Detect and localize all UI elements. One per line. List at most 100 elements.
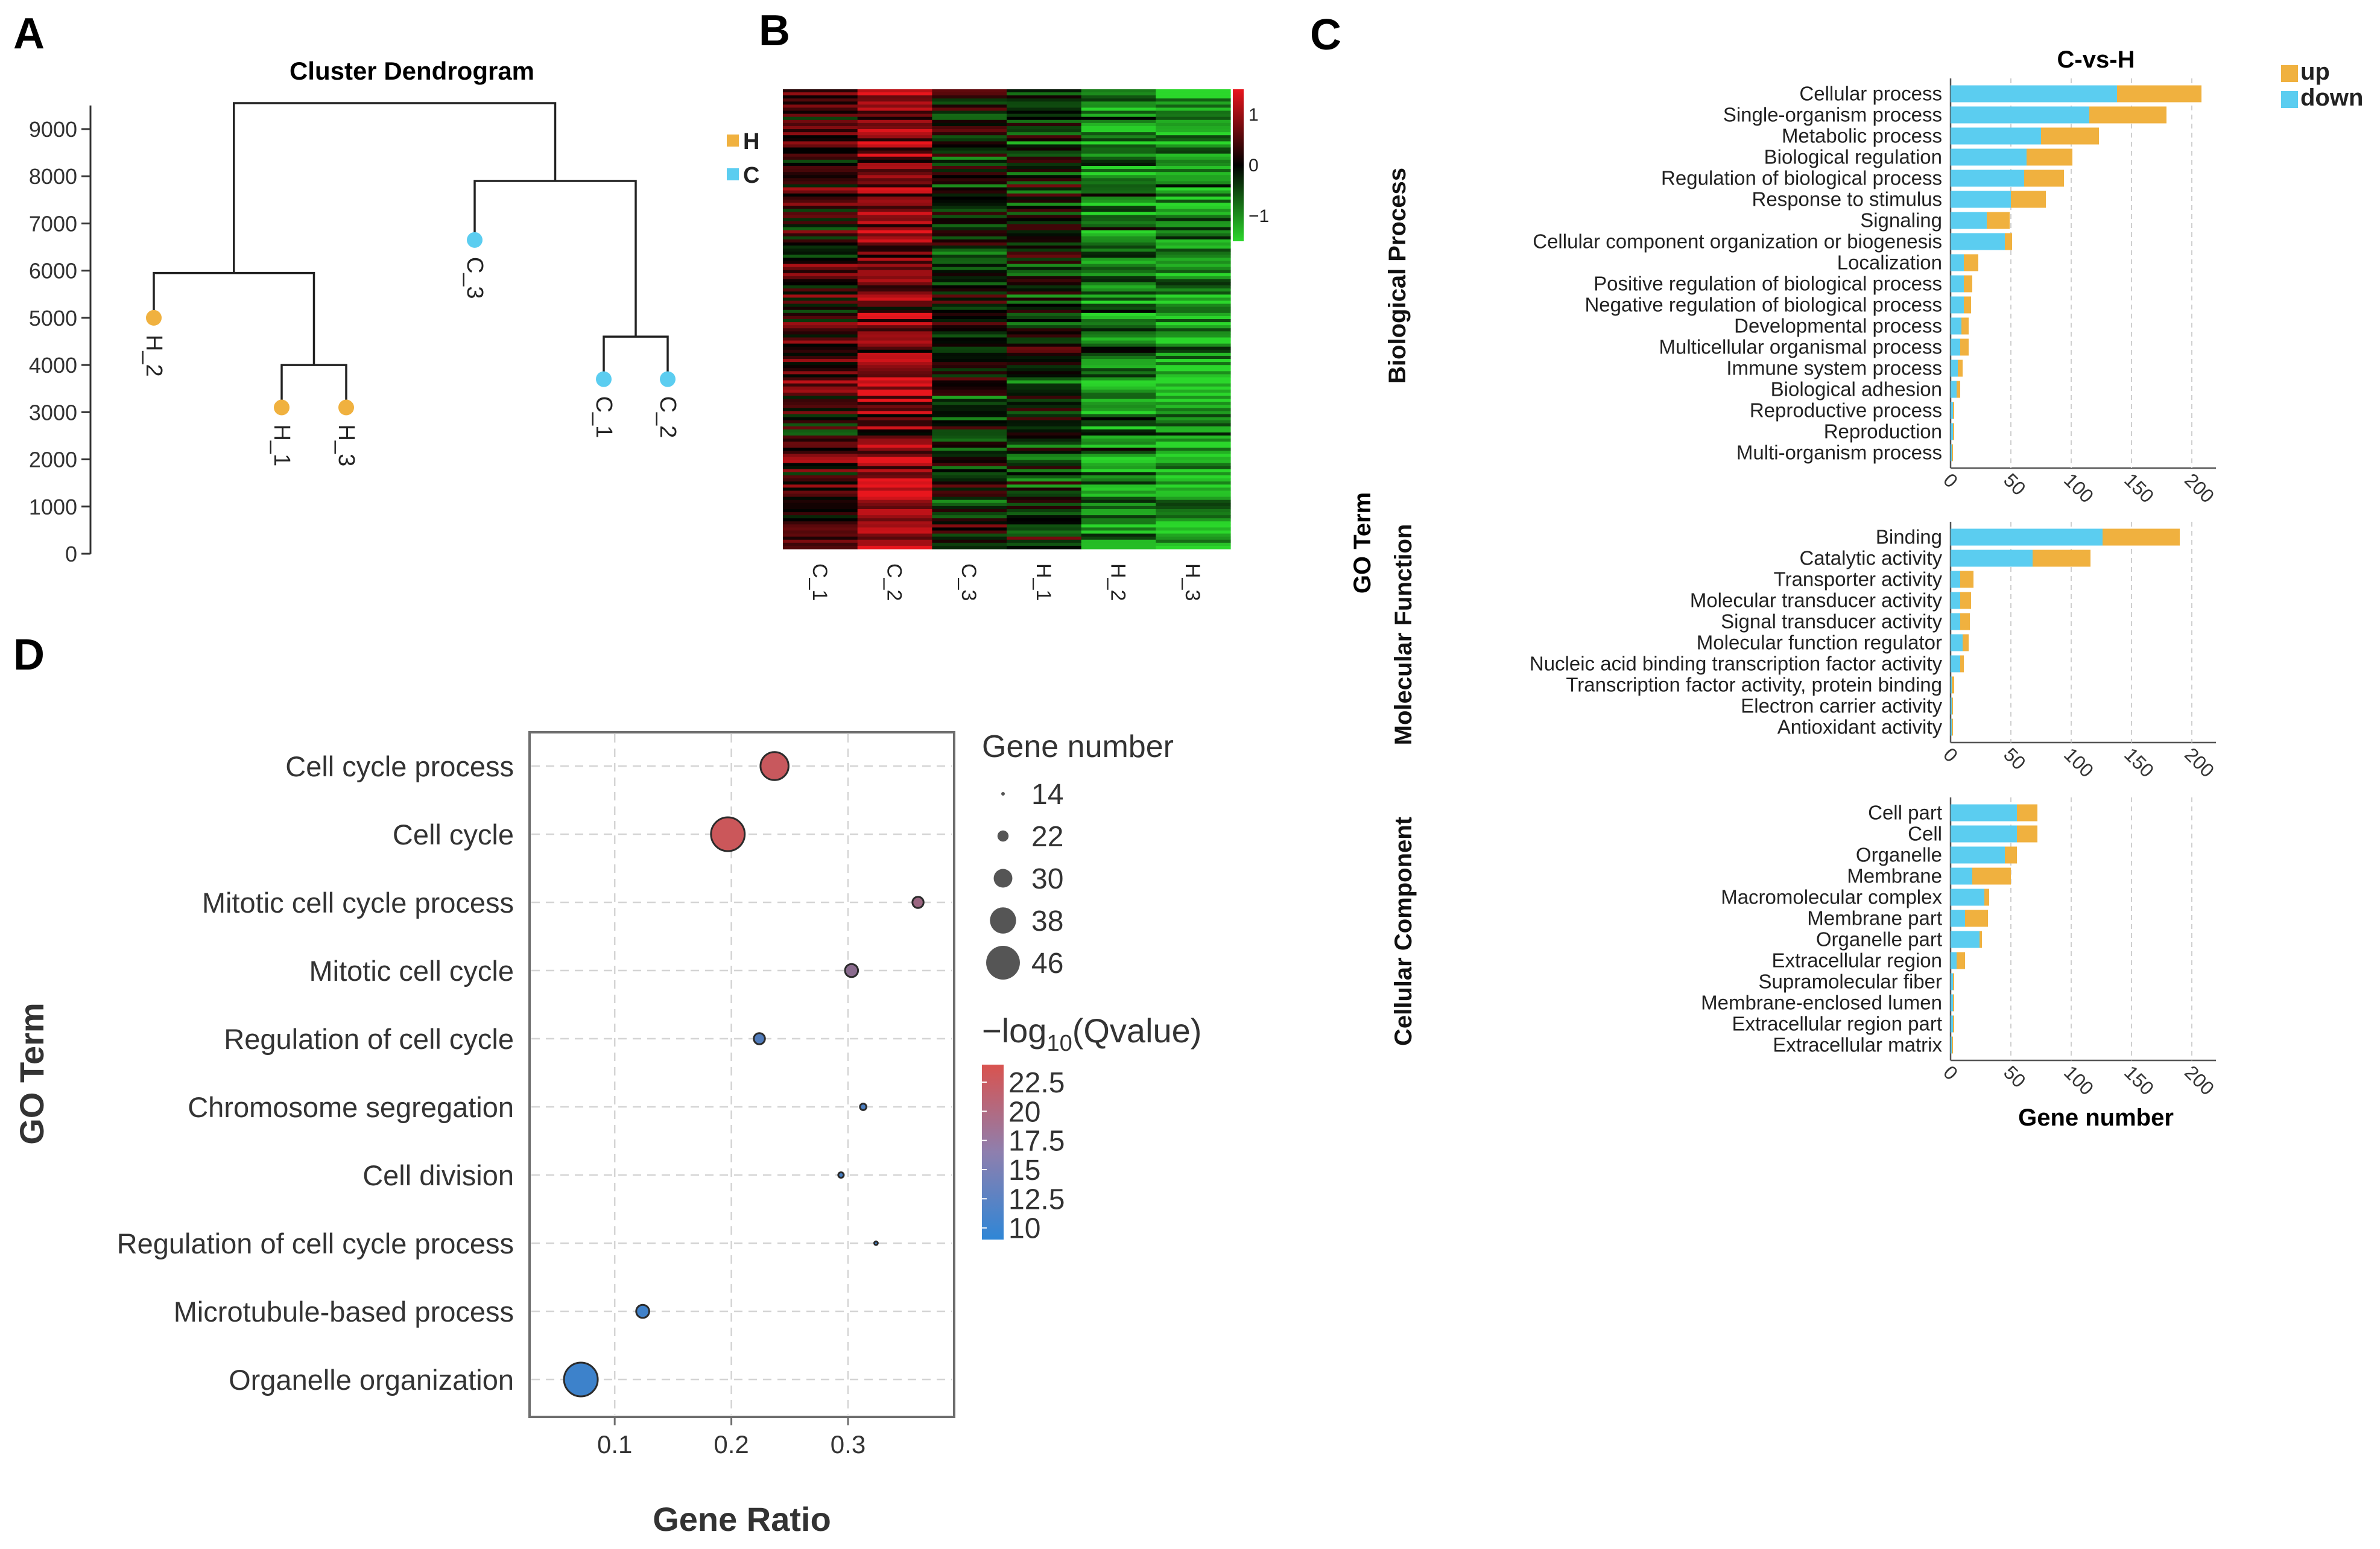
go-term-label: Molecular transducer activity: [1690, 589, 1943, 612]
heatmap-cell: [932, 104, 1007, 109]
heatmap-cell: [857, 166, 932, 169]
heatmap-cell: [932, 273, 1007, 277]
heatmap-cell: [1156, 505, 1231, 510]
heatmap-cell: [932, 396, 1007, 399]
dendrogram-leaf-label: C_1: [591, 396, 616, 439]
heatmap-cell: [1081, 218, 1156, 222]
heatmap-cell: [783, 325, 858, 329]
go-bar-down: [1951, 804, 2017, 822]
heatmap-cell: [1007, 420, 1082, 424]
heatmap-cell: [1081, 469, 1156, 473]
heatmap-cell: [857, 209, 932, 212]
go-term-label: Developmental process: [1734, 315, 1942, 337]
heatmap-cell: [783, 328, 858, 332]
heatmap-cell: [857, 306, 932, 311]
heatmap-cell: [1007, 315, 1082, 320]
heatmap-cell: [932, 233, 1007, 237]
heatmap-cell: [783, 386, 858, 390]
go-bar-down: [1951, 191, 2011, 208]
go-bar-up: [2117, 85, 2201, 103]
heatmap-cell: [932, 282, 1007, 286]
heatmap-cell: [1007, 267, 1082, 271]
heatmap-cell: [1081, 258, 1156, 262]
heatmap-cell: [1156, 159, 1231, 163]
go-bar-up: [2027, 148, 2072, 166]
heatmap-cell: [1081, 478, 1156, 482]
heatmap-cell: [1156, 178, 1231, 182]
heatmap-cell: [857, 221, 932, 225]
heatmap-cell: [857, 270, 932, 274]
heatmap-cell: [932, 469, 1007, 473]
heatmap-cell: [783, 496, 858, 501]
heatmap-cell: [932, 478, 1007, 482]
go-term-label: Binding: [1876, 526, 1942, 548]
heatmap-cell: [1007, 162, 1082, 166]
heatmap-cell: [1007, 331, 1082, 335]
heatmap-cell: [1156, 484, 1231, 488]
heatmap-cell: [932, 343, 1007, 347]
heatmap-cell: [1081, 521, 1156, 525]
dendrogram-leaf-label: H_3: [334, 425, 359, 467]
go-tick-label: 50: [1999, 469, 2030, 499]
heatmap-cell: [1007, 215, 1082, 218]
heatmap-cell: [857, 340, 932, 344]
heatmap-cell: [1007, 261, 1082, 265]
heatmap-cell: [1156, 487, 1231, 492]
heatmap-cell: [857, 399, 932, 402]
heatmap-cell: [1156, 536, 1231, 540]
go-category-label-biological-process: Biological Process: [1384, 168, 1411, 384]
heatmap-cell: [932, 150, 1007, 154]
heatmap-cell: [783, 215, 858, 218]
heatmap-cell: [1156, 542, 1231, 546]
heatmap-cell: [932, 279, 1007, 283]
heatmap-cell: [932, 122, 1007, 127]
heatmap-cell: [783, 349, 858, 353]
heatmap-cell: [1081, 312, 1156, 317]
heatmap-cell: [1007, 478, 1082, 482]
heatmap-colorbar-ramp: [1233, 89, 1244, 241]
bubble-point-organelle-organization: [563, 1361, 599, 1398]
heatmap-cell: [932, 175, 1007, 179]
heatmap-cell: [783, 396, 858, 399]
heatmap-cell: [932, 328, 1007, 332]
heatmap-cell: [857, 502, 932, 507]
go-bar-down: [1951, 275, 1964, 293]
go-term-label: Biological adhesion: [1771, 378, 1942, 401]
bubble-size-legend: Gene number 14 22 30 38 46: [982, 729, 1174, 980]
go-bar-down: [1951, 296, 1964, 314]
go-bar-down: [1951, 360, 1958, 377]
heatmap-cell: [1081, 153, 1156, 157]
heatmap-cell: [1156, 110, 1231, 115]
go-bar-down: [1951, 952, 1957, 969]
heatmap-cell: [783, 294, 858, 299]
go-term-label: Immune system process: [1726, 357, 1942, 379]
size-legend-circle: [990, 907, 1016, 934]
heatmap-cell: [1156, 389, 1231, 393]
go-bar-down: [1951, 444, 1952, 461]
heatmap-cell: [1007, 343, 1082, 347]
heatmap-colorbar-label: 0: [1249, 156, 1259, 176]
heatmap-cell: [1081, 411, 1156, 415]
heatmap-cell: [1156, 249, 1231, 252]
heatmap-cell: [1156, 490, 1231, 495]
heatmap-legend-swatch: [727, 135, 739, 147]
heatmap-cell: [932, 125, 1007, 130]
heatmap-cell: [1007, 150, 1082, 154]
heatmap-cell: [1007, 101, 1082, 105]
heatmap-cell: [1007, 368, 1082, 372]
heatmap-cell: [857, 245, 932, 249]
color-legend-label: 20: [1008, 1096, 1040, 1128]
heatmap-cell: [1081, 426, 1156, 430]
heatmap-cell: [1081, 249, 1156, 252]
heatmap-cell: [932, 190, 1007, 194]
heatmap-cell: [783, 383, 858, 387]
heatmap-cell: [1156, 322, 1231, 326]
heatmap-column-label: H_2: [1107, 563, 1130, 601]
heatmap-cell: [783, 374, 858, 378]
heatmap-cell: [932, 325, 1007, 329]
heatmap-cell: [1081, 493, 1156, 498]
heatmap-cell: [932, 245, 1007, 249]
heatmap-cell: [1081, 104, 1156, 109]
go-term-label: Antioxidant activity: [1777, 716, 1943, 738]
heatmap-cell: [1156, 202, 1231, 206]
